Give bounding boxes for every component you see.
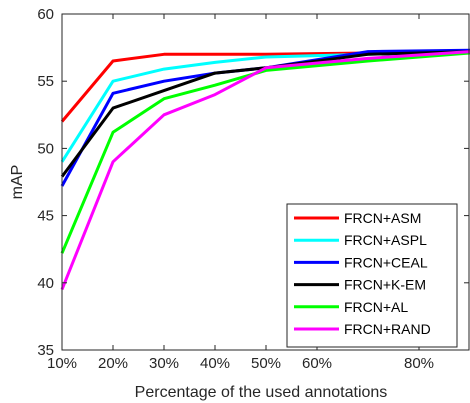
y-tick-label: 50	[37, 140, 54, 157]
legend-box	[286, 203, 458, 348]
legend: FRCN+ASM FRCN+ASPL FRCN+CEAL FRCN+K-EM FRCN+…	[286, 203, 458, 348]
x-axis-title: Percentage of the used annotations	[135, 384, 388, 401]
series-line-6	[60, 50, 470, 291]
axis-ticks: 10% 20% 30% 40% 50% 60% 80% 35 40 45 50 55 60	[37, 6, 469, 372]
y-tick-label: 45	[37, 208, 54, 225]
x-tick-label: 10%	[47, 355, 77, 372]
series-line-4	[60, 50, 470, 178]
legend-label-5: FRCN+AL	[344, 299, 408, 315]
legend-label-6: FRCN+RAND	[344, 321, 431, 337]
x-tick-label: 30%	[149, 355, 179, 372]
legend-label-1: FRCN+ASM	[344, 210, 421, 226]
legend-label-3: FRCN+CEAL	[344, 254, 428, 270]
x-tick-label: 50%	[251, 355, 281, 372]
y-tick-label: 60	[37, 6, 54, 23]
x-tick-label: 80%	[404, 355, 434, 372]
x-tick-label: 60%	[302, 355, 332, 372]
series-line-5	[60, 51, 470, 254]
y-tick-label: 35	[37, 342, 54, 359]
x-tick-label: 20%	[98, 355, 128, 372]
x-tick-label: 40%	[200, 355, 230, 372]
legend-label-2: FRCN+ASPL	[344, 232, 427, 248]
series-layer	[60, 48, 470, 291]
y-tick-label: 40	[37, 275, 54, 292]
legend-label-4: FRCN+K-EM	[344, 277, 426, 293]
y-axis-title: mAP	[9, 165, 26, 200]
y-tick-label: 55	[37, 73, 54, 90]
